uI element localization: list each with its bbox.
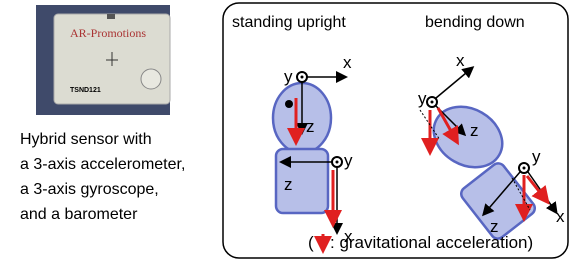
caption-line: Hybrid sensor with <box>20 131 152 148</box>
axis-label: y <box>418 89 427 108</box>
axis-label: x <box>456 51 465 70</box>
axis-label: z <box>284 175 293 194</box>
page: {"photo": {"brand": "AR-Promotions", "mo… <box>0 0 571 262</box>
brand: AR-Promotions <box>70 26 146 40</box>
legend-open: ( <box>308 233 314 252</box>
axis-label: x <box>556 207 565 226</box>
diagram: AR-Promotions TSND121 Hybrid sensor with… <box>0 0 571 262</box>
axis-label: z <box>306 117 315 136</box>
standing-panel: standing upright y x z y z x <box>232 14 353 246</box>
caption-line: a 3-axis accelerometer, <box>20 156 185 173</box>
axis-label: x <box>343 53 352 72</box>
legend-text: : gravitational acceleration) <box>330 233 533 252</box>
caption-line: a 3-axis gyroscope, <box>20 181 159 198</box>
axis-label: y <box>284 67 293 86</box>
axis-label: y <box>344 151 353 170</box>
caption-line: and a barometer <box>20 206 138 223</box>
legend: ( : gravitational acceleration) <box>308 233 533 252</box>
axis-label: z <box>470 121 479 140</box>
axis-label: y <box>532 147 541 166</box>
panel-title: bending down <box>425 14 525 31</box>
sensor-photo: AR-Promotions TSND121 <box>36 5 170 115</box>
panel-title: standing upright <box>232 14 346 31</box>
caption: Hybrid sensor with a 3-axis acceleromete… <box>20 131 185 223</box>
model: TSND121 <box>70 87 101 94</box>
bending-panel: bending down y x z y z x <box>418 14 565 241</box>
